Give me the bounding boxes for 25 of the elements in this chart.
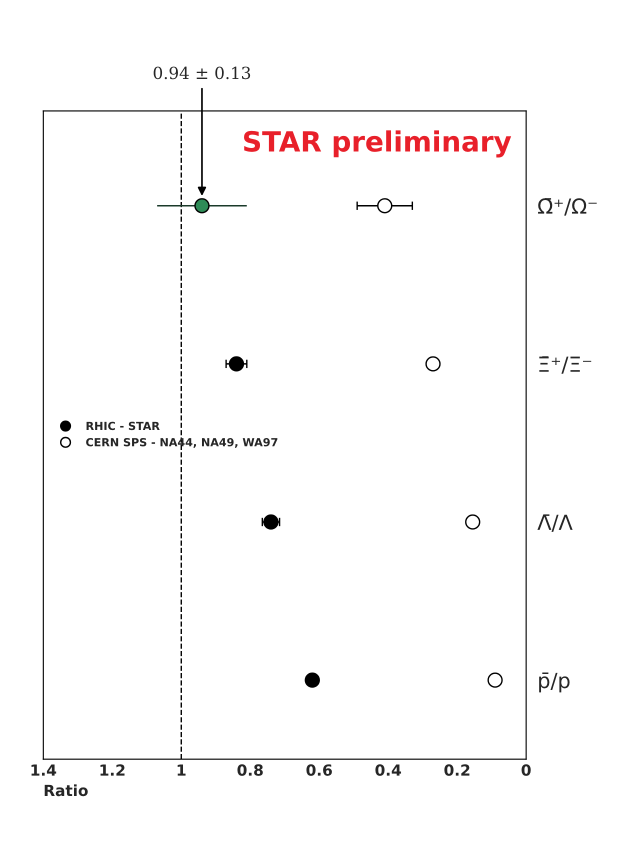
text: 0.94 ± 0.13 — [154, 66, 250, 80]
y-tick-label: Ω̄⁺/Ω⁻ — [538, 198, 597, 216]
x-tick-label: 1.2 — [100, 764, 125, 776]
x-tick-label: 1.4 — [32, 764, 56, 776]
x-tick-label: 0.6 — [306, 764, 332, 776]
point — [465, 514, 480, 530]
x-tick-label: 0.4 — [375, 764, 402, 776]
text: STAR preliminary — [244, 130, 512, 158]
legend-label: CERN SPS - NA44, NA49, WA97 — [86, 438, 278, 448]
x-tick-label: 0.2 — [444, 764, 470, 776]
point — [425, 356, 441, 372]
x-axis-title: Ratio — [44, 784, 88, 796]
point — [228, 356, 244, 372]
point — [263, 514, 279, 530]
y-tick-label: p̄/p — [539, 672, 570, 692]
x-tick-label: 0 — [522, 764, 531, 776]
point — [377, 198, 392, 214]
y-tick-label: Λ̄/Λ — [537, 514, 573, 532]
point — [487, 672, 503, 688]
y-tick-label: Ξ̄⁺/Ξ⁻ — [539, 356, 592, 374]
legend-label: RHIC - STAR — [86, 422, 160, 430]
x-tick-label: 0.8 — [237, 764, 263, 776]
point — [194, 198, 210, 214]
point — [304, 672, 320, 688]
x-tick-label: 1 — [178, 764, 186, 776]
